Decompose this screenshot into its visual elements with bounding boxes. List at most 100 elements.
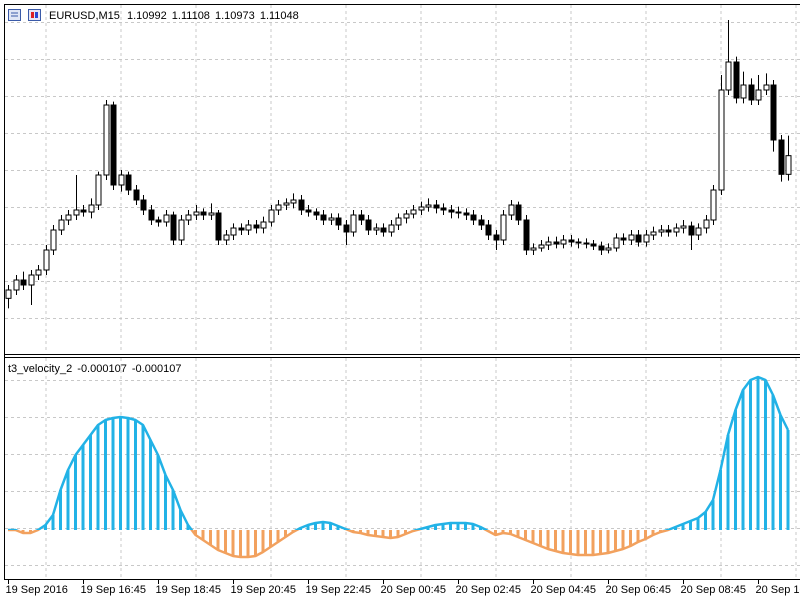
histogram-bar (771, 395, 775, 530)
candle-body (358, 214, 365, 221)
histogram-bar (501, 530, 505, 533)
candle-body (598, 245, 605, 251)
candle-body (88, 204, 95, 213)
histogram-bar (96, 425, 100, 530)
histogram-bar (531, 530, 535, 543)
candle-body (463, 212, 470, 216)
candle-body (148, 209, 155, 221)
candle-body (365, 219, 372, 231)
histogram-bar (261, 530, 265, 552)
candle-body (658, 229, 665, 233)
candle-body (695, 227, 702, 236)
candle-body (785, 155, 792, 175)
candle-body (103, 104, 110, 176)
candle-body (290, 199, 297, 204)
candle-body (560, 239, 567, 245)
histogram-bar (441, 524, 445, 530)
candle-body (508, 204, 515, 216)
open-price: 1.10992 (127, 10, 167, 22)
candle-body (193, 211, 200, 216)
candle-body (545, 241, 552, 246)
candle-body (530, 247, 537, 251)
histogram-bar (681, 524, 685, 530)
histogram-bar (51, 515, 55, 530)
histogram-bar (284, 530, 287, 537)
histogram-bar (764, 380, 767, 530)
histogram-bar (651, 530, 655, 535)
candle-body (515, 204, 522, 221)
candle-body (575, 241, 582, 244)
candle-body (485, 224, 492, 236)
icon (8, 9, 21, 21)
histogram-bar (449, 523, 452, 530)
candle-body (238, 227, 245, 231)
histogram-bar (321, 522, 325, 530)
low-price: 1.10973 (215, 10, 255, 22)
candle-body (568, 239, 575, 243)
candle-body (343, 224, 350, 233)
histogram-bar (741, 390, 745, 530)
x-tick-label: 20 Sep 08:45 (681, 584, 746, 596)
histogram-bar (21, 530, 25, 533)
histogram-bar (29, 530, 32, 533)
histogram-bar (711, 500, 715, 530)
histogram-bar (246, 530, 250, 557)
histogram-bar (66, 470, 70, 530)
candle-body (410, 209, 417, 215)
candle-body (215, 212, 222, 241)
indicator-line (8, 375, 790, 559)
x-tick-label: 19 Sep 18:45 (156, 584, 221, 596)
histogram-bar (539, 530, 542, 546)
histogram-bar (119, 417, 122, 530)
histogram-bar (704, 512, 707, 530)
symbol-icons (8, 9, 41, 21)
marks (5, 20, 792, 559)
histogram-bar (606, 530, 610, 553)
histogram-bar (576, 530, 580, 555)
histogram-bar (516, 530, 520, 537)
histogram-bar (171, 490, 175, 530)
x-tick-label: 20 Sep 04:45 (531, 584, 596, 596)
candle-body (613, 237, 620, 249)
candle-body (703, 219, 710, 229)
candle-body (155, 219, 162, 223)
indicator-value: -0.000107 (77, 363, 127, 375)
candle-body (425, 204, 432, 208)
candle-body (305, 209, 312, 213)
histogram-bar (389, 530, 392, 538)
candle-body (718, 89, 725, 191)
high-price: 1.11108 (172, 10, 210, 22)
candle-body (35, 269, 42, 276)
histogram-bar (561, 530, 565, 553)
candle-body (350, 214, 357, 233)
histogram-bar (359, 530, 362, 533)
histogram-bar (381, 530, 385, 537)
symbol-title: EURUSD,M15 (49, 10, 120, 22)
candle-body (538, 244, 545, 249)
x-tick-label: 20 Sep 06:45 (606, 584, 671, 596)
histogram-bar (434, 525, 437, 530)
histogram-bar (726, 435, 730, 530)
histogram-bar (479, 527, 482, 530)
candle-body (320, 214, 327, 221)
histogram-bar (209, 530, 212, 545)
candle-body (635, 234, 642, 243)
candle-body (418, 206, 425, 211)
candle-body (553, 241, 560, 245)
candle-body (313, 211, 320, 216)
candle-body (328, 217, 335, 221)
histogram-bar (374, 530, 377, 536)
histogram-bar (696, 518, 700, 530)
x-tick-label: 19 Sep 16:45 (81, 584, 146, 596)
candle-body (778, 139, 785, 175)
candle-body (740, 84, 747, 99)
candle-body (185, 214, 192, 221)
histogram-bar (779, 415, 782, 530)
x-tick-label: 20 Sep 10:45 (756, 584, 800, 596)
histogram-bar (674, 527, 677, 530)
candle-body (380, 227, 387, 233)
candle-body (688, 225, 695, 236)
candle-body (478, 219, 485, 226)
candle-body (583, 242, 590, 245)
